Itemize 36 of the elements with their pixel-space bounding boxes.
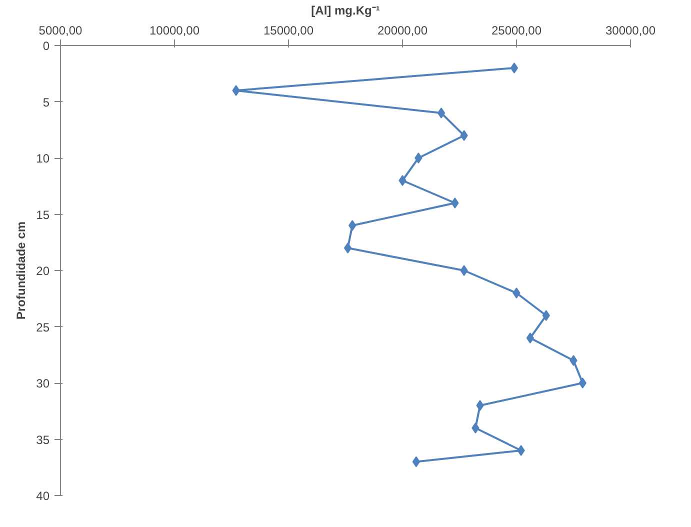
point [460, 265, 468, 276]
y-tick-label: 20 [36, 264, 50, 278]
point [344, 242, 352, 254]
x-tick-label: 15000,00 [263, 24, 314, 38]
point [542, 310, 550, 321]
y-tick-label: 35 [36, 432, 50, 447]
x-axis-title: [Al] mg.Kg⁻¹ [311, 4, 380, 18]
y-tick-label: 40 [36, 489, 50, 503]
y-tick-label: 10 [36, 152, 50, 166]
y-tick-label: 0 [42, 39, 50, 53]
x-tick-label: 25000,00 [491, 24, 542, 38]
point [232, 85, 240, 96]
y-tick-label: 25 [36, 320, 50, 334]
point [578, 378, 586, 388]
y-tick-label: 5 [42, 95, 50, 110]
point [526, 332, 534, 344]
point [414, 152, 422, 164]
x-tick-label: 5000,00 [38, 24, 83, 38]
point [412, 456, 420, 468]
y-tick-label: 30 [36, 376, 50, 390]
x-tick-label: 20000,00 [377, 24, 428, 38]
point [460, 130, 468, 141]
point [476, 400, 484, 411]
point [451, 198, 459, 208]
point [517, 445, 525, 456]
point [512, 288, 520, 298]
point [570, 355, 578, 366]
point [437, 108, 446, 118]
point [472, 422, 480, 434]
x-tick-label: 10000,00 [149, 24, 200, 38]
point [510, 62, 518, 74]
x-tick-label: 30000,00 [605, 24, 656, 38]
y-tick-label: 15 [36, 208, 50, 222]
y-axis-title: Profundidade cm [14, 221, 28, 320]
point [348, 220, 356, 231]
point [398, 175, 406, 186]
